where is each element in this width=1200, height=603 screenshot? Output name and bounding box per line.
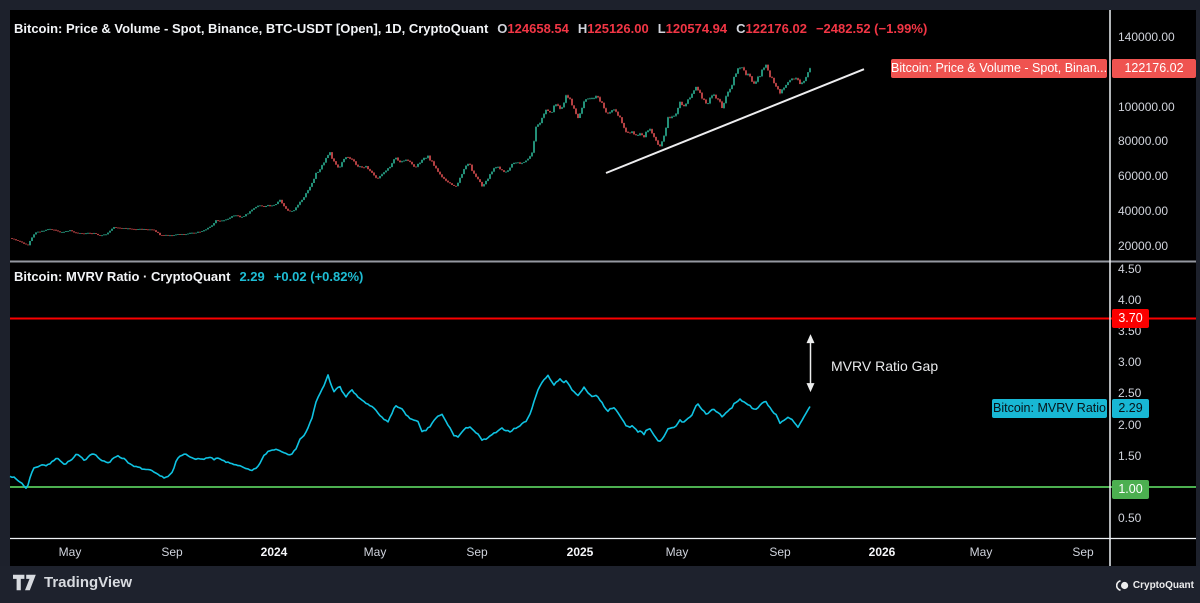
ohlc-close: C122176.02: [736, 21, 807, 36]
time-axis[interactable]: [10, 539, 1196, 566]
price-panel-legend: Bitcoin: Price & Volume - Spot, Binance,…: [14, 21, 927, 36]
chart-plot-background[interactable]: [10, 10, 1196, 566]
price-series-label[interactable]: Bitcoin: Price & Volume - Spot, Binan...: [891, 59, 1107, 78]
time-axis-tick: Sep: [1072, 545, 1094, 559]
mvrv-change: +0.02 (+0.82%): [273, 269, 364, 284]
mvrv-upper-band-badge: 3.70: [1112, 309, 1149, 328]
time-axis-tick: Sep: [769, 545, 791, 559]
price-axis-tick: 140000.00: [1118, 30, 1175, 45]
time-axis-tick: 2025: [566, 545, 594, 559]
price-axis-tick: 80000.00: [1118, 134, 1169, 149]
mvrv-axis-tick: 4.50: [1118, 261, 1142, 276]
mvrv-axis-tick: 1.50: [1118, 448, 1142, 463]
mvrv-axis-tick: 2.50: [1118, 386, 1142, 401]
time-axis-tick: May: [665, 545, 689, 559]
mvrv-value: 2.29: [239, 269, 265, 284]
mvrv-axis-tick: 2.00: [1118, 417, 1142, 432]
tradingview-icon: [13, 574, 36, 591]
time-axis-tick: Sep: [161, 545, 183, 559]
mvrv-axis-tick: 3.00: [1118, 355, 1142, 370]
footer-bar: TradingView CryptoQuant: [0, 566, 1200, 603]
time-axis-tick: May: [363, 545, 387, 559]
tradingview-label: TradingView: [44, 574, 133, 591]
mvrv-axis-tick: 0.50: [1118, 511, 1142, 526]
last-price-badge: 122176.02: [1112, 59, 1196, 78]
cryptoquant-label: CryptoQuant: [1132, 580, 1194, 591]
mvrv-value-badge: 2.29: [1112, 399, 1149, 418]
time-axis-tick: May: [969, 545, 993, 559]
time-axis-tick: 2024: [260, 545, 288, 559]
ohlc-low: L120574.94: [657, 21, 728, 36]
price-axis-tick: 20000.00: [1118, 238, 1169, 253]
ohlc-open: O124658.54: [497, 21, 569, 36]
mvrv-lower-band-badge: 1.00: [1112, 480, 1149, 499]
mvrv-axis-tick: 4.00: [1118, 292, 1142, 307]
time-axis-tick: Sep: [466, 545, 488, 559]
time-axis-tick: 2026: [868, 545, 896, 559]
cryptoquant-icon: [1115, 580, 1129, 591]
mvrv-series-label[interactable]: Bitcoin: MVRV Ratio: [992, 399, 1107, 418]
ohlc-high: H125126.00: [577, 21, 649, 36]
price-change: −2482.52 (−1.99%): [815, 21, 928, 36]
mvrv-gap-annotation-label[interactable]: MVRV Ratio Gap: [831, 358, 939, 374]
price-axis-tick: 60000.00: [1118, 169, 1169, 184]
price-axis-tick: 40000.00: [1118, 203, 1169, 218]
price-panel-title[interactable]: Bitcoin: Price & Volume - Spot, Binance,…: [14, 21, 489, 36]
cryptoquant-logo: CryptoQuant: [1115, 580, 1194, 591]
time-axis-tick: May: [58, 545, 82, 559]
mvrv-panel-legend: Bitcoin: MVRV Ratio · CryptoQuant 2.29 +…: [14, 269, 363, 284]
price-axis-tick: 100000.00: [1118, 99, 1175, 114]
tradingview-logo[interactable]: TradingView: [13, 574, 132, 591]
mvrv-panel-title[interactable]: Bitcoin: MVRV Ratio · CryptoQuant: [14, 269, 231, 284]
